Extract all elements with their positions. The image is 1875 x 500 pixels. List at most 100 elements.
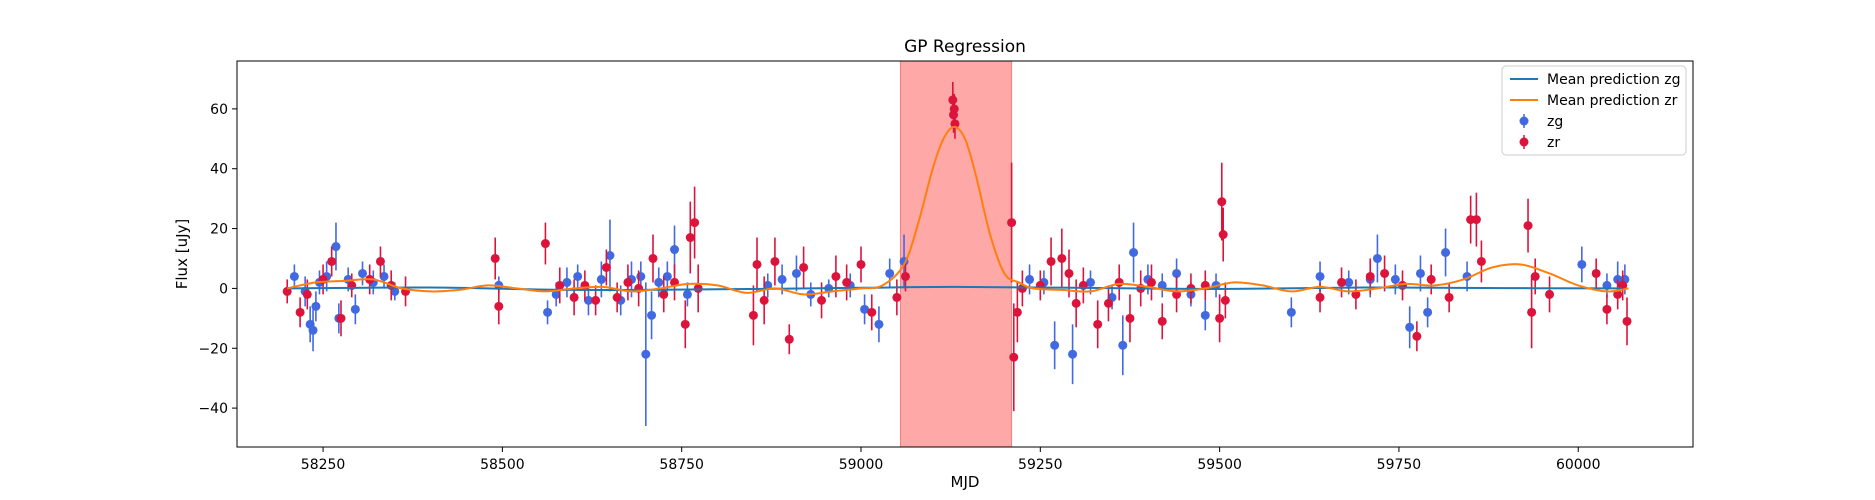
point-zr (1125, 313, 1135, 323)
point-zr (612, 292, 622, 302)
point-zg (860, 304, 870, 314)
y-tick-label: 0 (219, 281, 228, 297)
point-zr (1602, 304, 1612, 314)
point-zg (777, 274, 787, 284)
point-zr (540, 239, 550, 249)
point-zr (1426, 274, 1436, 284)
x-tick-label: 59250 (1018, 457, 1063, 473)
legend-label-zr: zr (1547, 135, 1560, 151)
y-axis-label: Flux [uJy] (173, 219, 191, 289)
chart-title: GP Regression (904, 37, 1026, 57)
point-zr (1046, 256, 1056, 266)
point-zg (1068, 349, 1078, 359)
point-zg (654, 277, 664, 287)
legend-label-zg-line: Mean prediction zg (1547, 72, 1681, 88)
point-zg (1344, 277, 1354, 287)
x-tick-label: 59500 (1197, 457, 1242, 473)
point-zg (885, 268, 895, 278)
point-zr (1530, 271, 1540, 281)
point-zg (1286, 307, 1296, 317)
point-zr (569, 292, 579, 302)
point-zr (591, 295, 601, 305)
point-zr (690, 218, 700, 228)
point-zg (1405, 322, 1415, 332)
point-zr (759, 295, 769, 305)
point-zr (770, 256, 780, 266)
point-zg (1157, 280, 1167, 290)
point-zr (1476, 256, 1486, 266)
point-zr (1146, 277, 1156, 287)
point-zr (490, 253, 500, 263)
point-zr (1057, 253, 1067, 263)
point-zr (1315, 292, 1325, 302)
x-tick-label: 59750 (1377, 457, 1422, 473)
point-zg (551, 289, 561, 299)
point-zr (867, 307, 877, 317)
point-zr (1103, 298, 1113, 308)
point-zg (1577, 259, 1587, 269)
point-zr (1337, 277, 1347, 287)
point-zg (543, 307, 553, 317)
point-zr (623, 277, 633, 287)
legend: Mean prediction zg Mean prediction zr zg… (1501, 65, 1687, 156)
point-zr (900, 271, 910, 281)
point-zr (1527, 307, 1537, 317)
point-zg (647, 310, 657, 320)
point-zg (1315, 271, 1325, 281)
legend-swatch-zg-marker (1519, 116, 1529, 126)
point-zr (1523, 221, 1533, 231)
point-zg (573, 271, 583, 281)
point-zr (950, 119, 960, 129)
point-zr (601, 262, 611, 272)
x-tick-label: 58750 (659, 457, 704, 473)
point-zg (791, 268, 801, 278)
point-zg (379, 271, 389, 281)
point-zr (1012, 307, 1022, 317)
point-zr (1007, 218, 1017, 228)
point-zr (1064, 268, 1074, 278)
point-zg (641, 349, 651, 359)
point-zr (494, 301, 504, 311)
point-zr (817, 295, 827, 305)
point-zg (1129, 248, 1139, 258)
point-zr (1217, 197, 1227, 207)
point-zg (596, 274, 606, 284)
point-zr (1365, 271, 1375, 281)
plot-frame (236, 60, 1694, 448)
point-zg (1050, 340, 1060, 350)
point-zg (1441, 248, 1451, 258)
y-tick-label: 60 (210, 102, 228, 118)
point-zr (1471, 215, 1481, 225)
point-zr (1114, 277, 1124, 287)
point-zg (1118, 340, 1128, 350)
x-tick-label: 59000 (839, 457, 884, 473)
point-zr (799, 262, 809, 272)
point-zg (1415, 268, 1425, 278)
mean-prediction-zr-line (287, 125, 1629, 296)
point-zr (748, 310, 758, 320)
point-zg (662, 271, 672, 281)
point-zg (1200, 310, 1210, 320)
point-zg (562, 277, 572, 287)
point-zr (752, 259, 762, 269)
x-tick-label: 58250 (301, 457, 346, 473)
point-zg (682, 289, 692, 299)
point-zg (1390, 274, 1400, 284)
y-tick-label: 20 (210, 222, 228, 238)
point-zr (856, 259, 866, 269)
point-zr (336, 313, 346, 323)
point-zr (1613, 289, 1623, 299)
point-zr (831, 271, 841, 281)
point-zr (1218, 230, 1228, 240)
point-zr (648, 253, 658, 263)
point-zr (327, 256, 337, 266)
point-zr (892, 292, 902, 302)
x-tick-label: 58500 (480, 457, 525, 473)
point-zr (555, 280, 565, 290)
y-tick-label: −20 (198, 341, 228, 357)
point-zr (1380, 268, 1390, 278)
legend-label-zr-line: Mean prediction zr (1547, 93, 1678, 109)
legend-label-zg: zg (1547, 114, 1563, 130)
x-tick-label: 60000 (1556, 457, 1601, 473)
point-zr (1412, 331, 1422, 341)
